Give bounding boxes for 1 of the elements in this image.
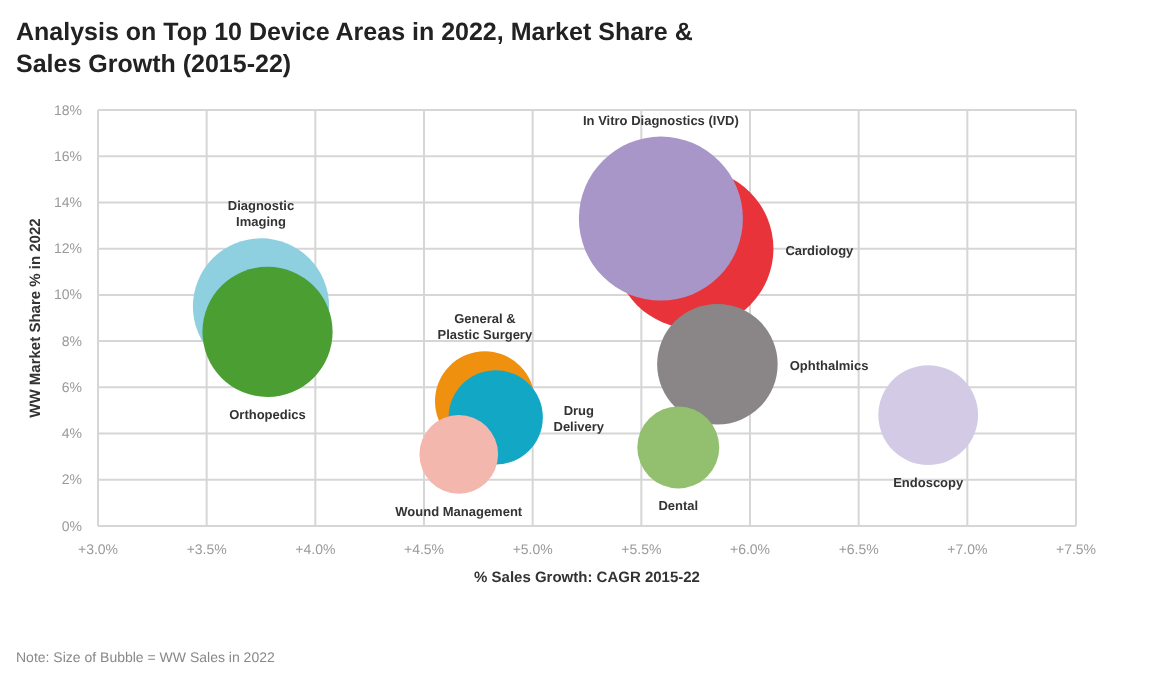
- chart-title: Analysis on Top 10 Device Areas in 2022, Market Share & Sales Growth (2015-22): [16, 18, 693, 78]
